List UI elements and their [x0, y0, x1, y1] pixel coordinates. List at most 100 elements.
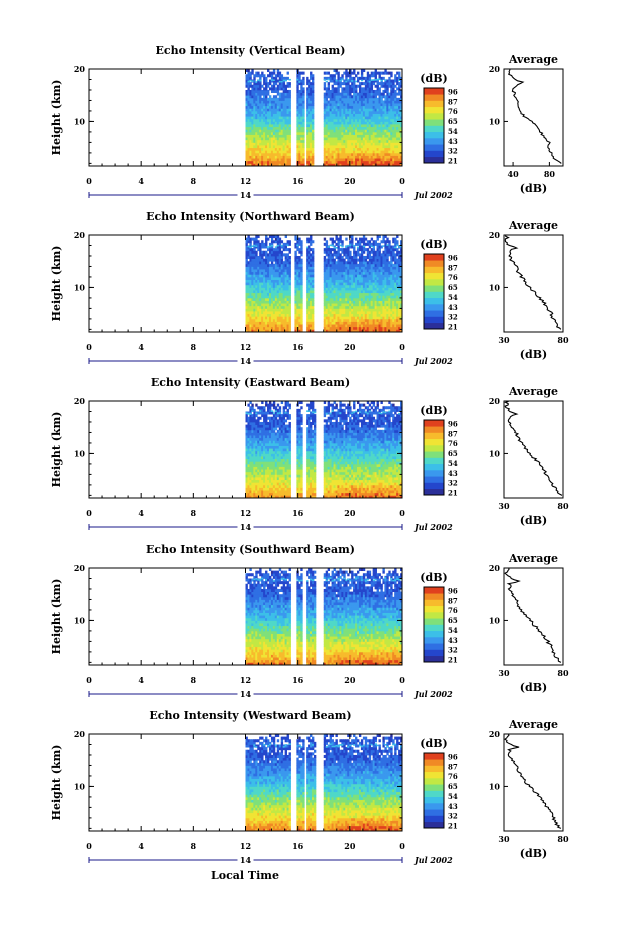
heatmap-cell [296, 108, 299, 112]
heatmap-cell [325, 305, 329, 309]
heatmap-cell [341, 110, 344, 114]
heatmap-cell [355, 321, 358, 325]
heatmap-cell [337, 103, 340, 107]
heatmap-cell [341, 326, 344, 330]
heatmap-cell [270, 276, 274, 280]
heatmap-cell [364, 87, 368, 91]
heatmap-cell [272, 113, 276, 117]
heatmap-cell [323, 108, 327, 112]
heatmap-cell [364, 79, 368, 83]
heatmap-cell [364, 116, 368, 120]
heatmap-cell [280, 121, 284, 125]
heatmap-cell [312, 271, 315, 275]
heatmap-cell [325, 92, 329, 96]
heatmap-cell [355, 126, 358, 130]
heatmap-cell [329, 145, 332, 149]
heatmap-cell [339, 253, 342, 257]
heatmap-cell [300, 271, 303, 275]
heatmap-cell [267, 269, 270, 273]
heatmap-cell [306, 300, 309, 304]
heatmap-cell [366, 113, 370, 117]
heatmap-cell [366, 137, 370, 141]
heatmap-cell [333, 152, 336, 156]
heatmap-cell [306, 126, 309, 130]
heatmap-cell [296, 318, 299, 322]
heatmap-cell [337, 313, 340, 317]
heatmap-cell [376, 274, 379, 278]
heatmap-cell [331, 255, 334, 259]
heatmap-cell [268, 82, 272, 86]
heatmap-cell [288, 279, 291, 283]
heatmap-cell [396, 71, 399, 75]
heatmap-cell [382, 318, 385, 322]
heatmap-cell [372, 71, 376, 75]
heatmap-cell [259, 313, 262, 317]
heatmap-cell [398, 110, 401, 114]
heatmap-cell [253, 134, 256, 138]
heatmap-cell [349, 258, 352, 262]
heatmap-cell [302, 137, 305, 141]
heatmap-cell [331, 79, 334, 83]
heatmap-cell [398, 155, 401, 159]
heatmap-cell [392, 100, 395, 104]
heatmap-cell [312, 160, 315, 164]
heatmap-cell [349, 118, 352, 122]
heatmap-cell [274, 303, 278, 307]
heatmap-cell [263, 261, 266, 265]
heatmap-cell [333, 300, 336, 304]
heatmap-cell [351, 105, 354, 109]
heatmap-cell [327, 89, 331, 93]
heatmap-cell [360, 311, 364, 315]
heatmap-cell [347, 245, 350, 249]
heatmap-cell [278, 297, 282, 301]
heatmap-cell [278, 311, 282, 315]
heatmap-cell [358, 110, 362, 114]
heatmap-cell [280, 326, 284, 330]
heatmap-cell [296, 84, 299, 88]
heatmap-cell [343, 300, 346, 304]
heatmap-cell [376, 329, 379, 333]
heatmap-cell [362, 129, 366, 133]
heatmap-cell [310, 329, 313, 333]
heatmap-cell [366, 318, 370, 322]
heatmap-cell [298, 295, 301, 299]
heatmap-cell [355, 266, 358, 270]
heatmap-cell [261, 308, 264, 312]
heatmap-cell [362, 255, 366, 259]
heatmap-cell [329, 253, 332, 257]
heatmap-cell [288, 97, 291, 101]
heatmap-cell [358, 248, 362, 252]
heatmap-cell [278, 295, 282, 299]
heatmap-cell [257, 139, 260, 143]
heatmap-cell [347, 326, 350, 330]
heatmap-cell [263, 163, 266, 167]
heatmap-cell [358, 240, 362, 244]
heatmap-cell [347, 78, 350, 81]
heatmap-cell [259, 97, 262, 101]
heatmap-cell [251, 258, 254, 262]
heatmap-cell [386, 105, 389, 109]
heatmap-cell [382, 245, 385, 247]
heatmap-cell [310, 152, 313, 156]
heatmap-cell [280, 113, 284, 117]
heatmap-cell [382, 266, 385, 270]
heatmap-cell [368, 108, 372, 112]
heatmap-cell [372, 118, 376, 122]
heatmap-cell [308, 240, 311, 244]
heatmap-cell [390, 152, 393, 156]
heatmap-cell [370, 97, 374, 101]
heatmap-cell [257, 235, 260, 239]
heatmap-cell [278, 126, 282, 130]
heatmap-cell [351, 274, 354, 278]
heatmap-cell [251, 105, 254, 109]
heatmap-cell [255, 326, 258, 330]
heatmap-cell [306, 324, 309, 328]
heatmap-cell [247, 279, 250, 283]
heatmap-cell [335, 321, 338, 325]
heatmap-cell [345, 324, 348, 328]
heatmap-cell [349, 110, 352, 114]
heatmap-cell [368, 76, 372, 80]
heatmap-cell [341, 250, 344, 254]
heatmap-cell [327, 303, 331, 307]
heatmap-cell [333, 145, 336, 149]
